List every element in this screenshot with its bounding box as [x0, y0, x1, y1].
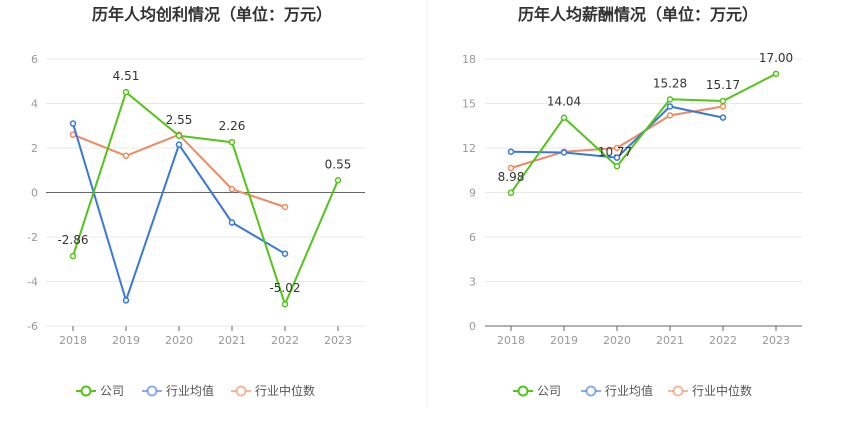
legend-marker	[146, 385, 158, 397]
y-tick-label: -2	[27, 231, 38, 244]
legend-label: 行业均值	[605, 383, 653, 398]
data-label: 0.55	[325, 157, 352, 171]
data-label: 17.00	[759, 51, 793, 65]
data-point-industry-mean[interactable]	[175, 141, 183, 148]
legend-marker	[80, 385, 92, 397]
x-tick-label: 2022	[271, 334, 299, 347]
data-point-company[interactable]	[228, 138, 236, 146]
data-label: 2.26	[219, 119, 246, 133]
y-tick-label: 6	[469, 231, 476, 244]
legend-company[interactable]: 公司	[76, 384, 124, 398]
x-tick-label: 2023	[324, 334, 352, 347]
y-tick-label: 4	[31, 98, 38, 111]
x-tick-label: 2020	[165, 334, 193, 347]
data-point-industry-mean[interactable]	[560, 149, 568, 156]
data-point-industry-median[interactable]	[507, 164, 515, 172]
legend-marker	[672, 385, 684, 397]
data-point-industry-mean[interactable]	[69, 120, 77, 127]
data-point-industry-mean[interactable]	[666, 103, 674, 110]
y-tick-label: 0	[469, 320, 476, 333]
chart-title: 历年人均创利情况（单位：万元）	[92, 5, 332, 24]
legend-label: 公司	[537, 384, 561, 398]
x-tick-label: 2019	[550, 334, 578, 347]
x-tick-label: 2023	[762, 334, 790, 347]
data-point-industry-mean[interactable]	[228, 219, 236, 226]
data-point-industry-median[interactable]	[666, 112, 674, 119]
chart-title: 历年人均薪酬情况（单位：万元）	[518, 5, 758, 24]
y-tick-label: 18	[462, 53, 476, 66]
data-label: 4.51	[113, 69, 140, 83]
legend-industry-median[interactable]: 行业中位数	[668, 383, 752, 398]
chart-2: 历年人均薪酬情况（单位：万元） 0 3 6 9 12 15 18 2018 2019 2020 202…	[462, 5, 802, 398]
data-point-industry-median[interactable]	[613, 144, 621, 152]
data-point-industry-median[interactable]	[69, 131, 77, 138]
data-label: 8.98	[498, 170, 525, 184]
data-point-company[interactable]	[613, 162, 621, 170]
data-point-industry-mean[interactable]	[719, 114, 727, 121]
y-tick-label: 2	[31, 142, 38, 155]
x-tick-label: 2018	[59, 334, 87, 347]
data-point-company[interactable]	[507, 189, 515, 197]
data-point-company[interactable]	[175, 132, 183, 140]
data-point-industry-median[interactable]	[719, 103, 727, 110]
legend-label: 公司	[100, 384, 124, 398]
data-point-industry-median[interactable]	[281, 203, 289, 211]
data-label: 15.28	[653, 76, 687, 90]
data-point-company[interactable]	[334, 177, 342, 184]
y-tick-label: 3	[469, 276, 476, 289]
y-tick-label: 12	[462, 142, 476, 155]
y-tick-label: 15	[462, 98, 476, 111]
data-point-industry-median[interactable]	[122, 152, 130, 160]
data-point-industry-median[interactable]	[228, 185, 236, 193]
data-label: 10.77	[598, 145, 632, 159]
data-point-industry-mean[interactable]	[613, 154, 621, 161]
legend-marker	[235, 385, 247, 397]
y-tick-label: -6	[27, 320, 38, 333]
data-point-industry-mean[interactable]	[122, 297, 130, 304]
data-point-company[interactable]	[666, 96, 674, 103]
data-point-industry-mean[interactable]	[281, 250, 289, 257]
legend-label: 行业中位数	[692, 383, 752, 398]
legend-industry-mean[interactable]: 行业均值	[142, 383, 214, 398]
y-tick-label: 6	[31, 53, 38, 66]
data-label: -2.86	[57, 233, 88, 247]
y-tick-label: -4	[27, 276, 38, 289]
data-point-company[interactable]	[560, 114, 568, 121]
data-point-company[interactable]	[69, 252, 77, 260]
data-label: 2.55	[166, 113, 193, 127]
x-tick-label: 2018	[497, 334, 525, 347]
x-tick-label: 2019	[112, 334, 140, 347]
series-line-company	[72, 91, 339, 306]
data-point-company[interactable]	[719, 97, 727, 105]
data-point-industry-mean[interactable]	[507, 148, 515, 155]
chart-1: 历年人均创利情况（单位：万元） -6 -4 -2 0 2 4 6 2018 2019 2020 202…	[27, 5, 365, 398]
series-line-industry-mean	[72, 123, 286, 302]
legend-label: 行业均值	[166, 383, 214, 398]
y-tick-label: 9	[469, 187, 476, 200]
legend-industry-median[interactable]: 行业中位数	[231, 383, 315, 398]
data-label: 15.17	[706, 78, 740, 92]
data-label: 14.04	[547, 95, 581, 109]
series-line-company	[510, 72, 777, 194]
x-tick-label: 2021	[656, 334, 684, 347]
data-point-company[interactable]	[122, 88, 130, 96]
legend-company[interactable]: 公司	[513, 384, 561, 398]
data-point-company[interactable]	[281, 300, 289, 308]
data-label: -5.02	[269, 281, 300, 295]
x-tick-label: 2020	[603, 334, 631, 347]
data-point-company[interactable]	[772, 70, 780, 78]
legend-label: 行业中位数	[255, 383, 315, 398]
legend-marker	[585, 385, 597, 397]
x-tick-label: 2021	[218, 334, 246, 347]
y-tick-label: 0	[31, 187, 38, 200]
legend-industry-mean[interactable]: 行业均值	[581, 383, 653, 398]
x-tick-label: 2022	[709, 334, 737, 347]
legend-marker	[517, 385, 529, 397]
